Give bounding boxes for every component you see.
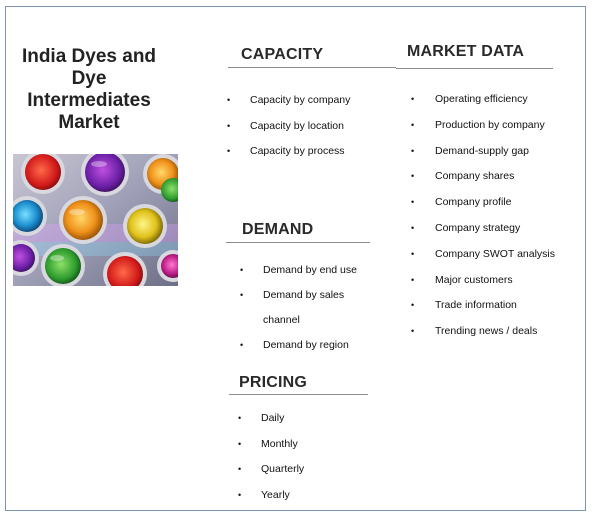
market-data-list: • Operating efficiency • Production by com…	[411, 87, 555, 345]
pricing-heading: PRICING	[239, 374, 308, 391]
bullet: •	[411, 274, 415, 285]
pricing-divider	[229, 394, 368, 395]
market-data-divider	[396, 68, 553, 69]
list-item: • Daily	[238, 406, 304, 432]
list-item: • Demand by sales	[240, 283, 357, 308]
bullet: •	[411, 326, 415, 337]
dye-cans-photo	[13, 154, 178, 286]
list-item: • Demand by region	[240, 333, 357, 358]
list-item: • Operating efficiency	[411, 87, 555, 113]
title-line: Intermediates	[27, 90, 151, 111]
pricing-list: • Daily • Monthly • Quarterly • Yearly	[238, 406, 304, 509]
bullet: •	[411, 119, 415, 130]
bullet: •	[238, 438, 242, 449]
demand-heading: DEMAND	[242, 221, 314, 238]
title-line: India Dyes and	[21, 46, 157, 67]
bullet: •	[240, 340, 244, 350]
bullet: •	[240, 290, 244, 300]
list-item: • Company SWOT analysis	[411, 242, 555, 268]
list-item: • Quarterly	[238, 457, 304, 483]
list-item: • Capacity by company	[227, 88, 350, 114]
list-item: • Company profile	[411, 190, 555, 216]
list-item: • Trending news / deals	[411, 319, 555, 345]
bullet: •	[411, 300, 415, 311]
bullet: •	[240, 265, 244, 275]
list-item: • Demand by end use	[240, 258, 357, 283]
capacity-divider	[228, 67, 396, 68]
market-data-heading: MARKET DATA	[407, 43, 525, 60]
list-item: • Yearly	[238, 483, 304, 509]
list-item: • Capacity by process	[227, 139, 350, 165]
bullet: •	[411, 94, 415, 104]
bullet: •	[411, 145, 415, 156]
bullet: •	[411, 222, 415, 233]
bullet: •	[238, 490, 242, 501]
list-item: • Monthly	[238, 432, 304, 458]
demand-divider	[226, 242, 370, 243]
page-frame	[5, 6, 586, 511]
title-line: Market	[58, 112, 120, 133]
list-item: • Demand-supply gap	[411, 139, 555, 165]
list-item: • Company shares	[411, 164, 555, 190]
list-item: • Capacity by location	[227, 114, 350, 140]
bullet: •	[411, 197, 415, 208]
bullet: •	[238, 464, 242, 475]
bullet: •	[227, 120, 231, 131]
list-item: • Production by company	[411, 113, 555, 139]
bullet: •	[411, 171, 415, 182]
demand-list: • Demand by end use • Demand by sales chan…	[240, 258, 357, 358]
list-item: • Company strategy	[411, 216, 555, 242]
list-item: • Trade information	[411, 293, 555, 319]
list-item: channel	[263, 314, 300, 326]
title-line: Dye	[71, 68, 107, 89]
bullet: •	[411, 248, 415, 259]
page-title: India Dyes and Dye Intermediates Market	[14, 46, 164, 134]
bullet: •	[227, 95, 231, 105]
capacity-heading: CAPACITY	[241, 46, 324, 63]
list-item: • Major customers	[411, 268, 555, 294]
bullet: •	[238, 413, 242, 423]
capacity-list: • Capacity by company • Capacity by locati…	[227, 88, 350, 165]
bullet: •	[227, 146, 231, 156]
